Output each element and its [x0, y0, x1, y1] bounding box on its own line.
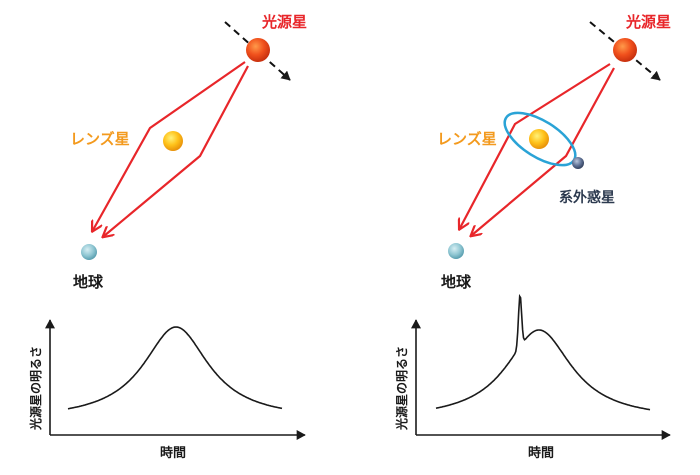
light-curve-with-planet-spike	[435, 293, 651, 411]
exoplanet-label: 系外惑星	[559, 189, 615, 206]
earth-label: 地球	[441, 273, 472, 291]
plot-x-label: 時間	[160, 445, 186, 461]
source-motion-line	[224, 21, 291, 81]
earth-icon	[81, 244, 97, 260]
light-ray-lower	[472, 67, 615, 235]
source-star-icon	[613, 38, 637, 62]
lens-star-icon	[529, 129, 549, 149]
panel-right: 光源星 レンズ星 系外惑星 地球 光源星の明るさ 時間	[394, 13, 671, 461]
light-ray-upper	[93, 61, 246, 230]
source-star-label: 光源星	[261, 13, 307, 31]
earth-label: 地球	[73, 273, 104, 291]
lens-star-icon	[163, 131, 183, 151]
light-ray-upper	[460, 63, 611, 228]
source-star-icon	[246, 38, 270, 62]
light-curve	[67, 326, 283, 410]
source-motion-line	[589, 21, 661, 81]
exoplanet-icon	[572, 157, 584, 169]
plot-y-label: 光源星の明るさ	[28, 346, 43, 431]
panel-left: 光源星 レンズ星 地球 光源星の明るさ 時間	[28, 13, 307, 461]
light-ray-lower	[104, 65, 249, 236]
lens-star-label: レンズ星	[437, 130, 497, 148]
source-star-label: 光源星	[625, 13, 671, 31]
earth-icon	[448, 243, 464, 259]
lens-star-label: レンズ星	[70, 130, 130, 148]
plot-x-label: 時間	[528, 445, 554, 461]
plot-y-label: 光源星の明るさ	[394, 346, 409, 431]
